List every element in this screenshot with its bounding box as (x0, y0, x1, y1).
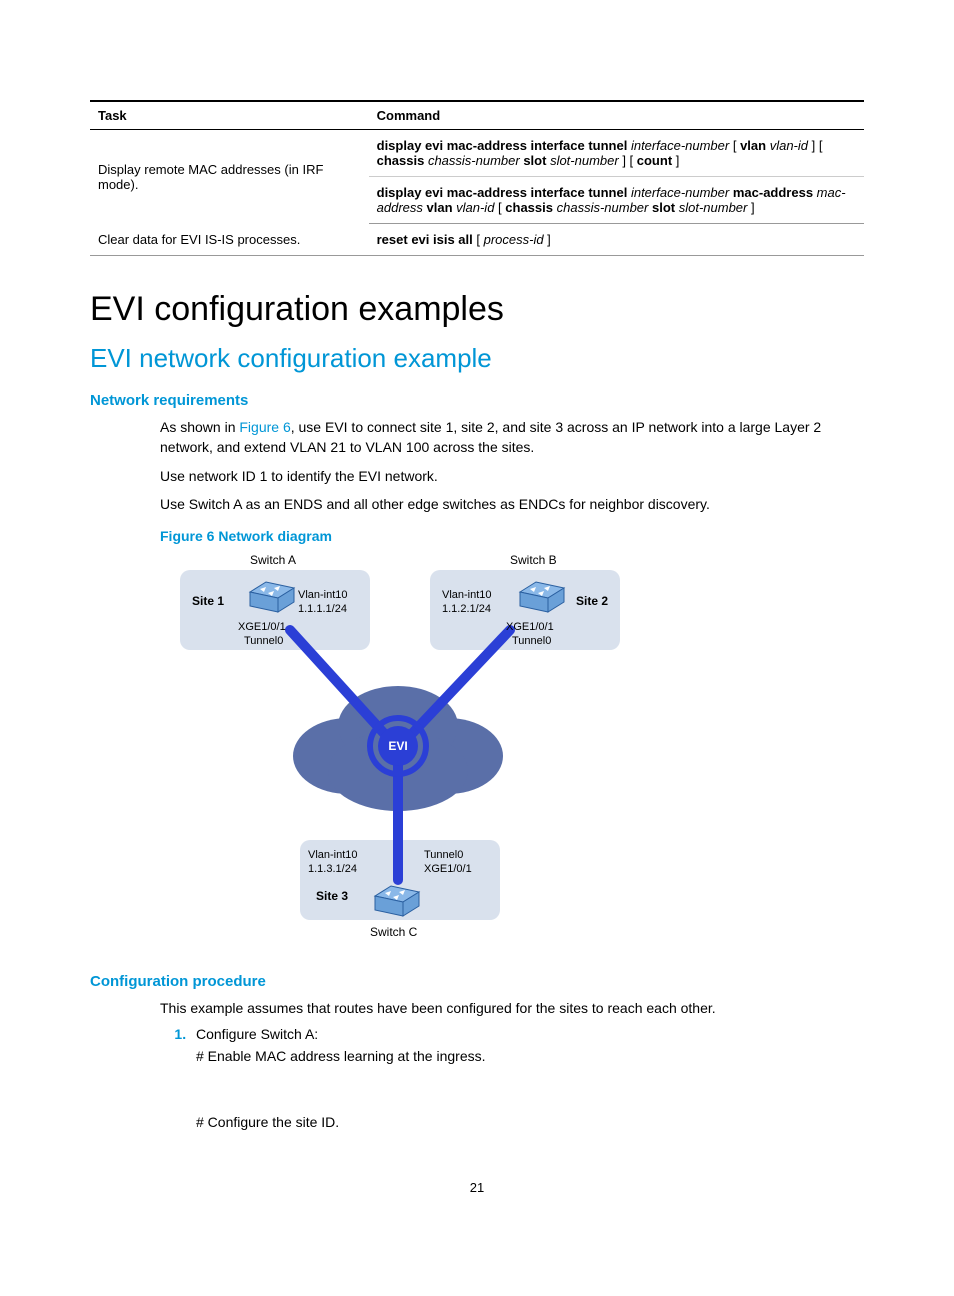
section-heading: Configuration procedure (90, 973, 864, 990)
body-paragraph: Use network ID 1 to identify the EVI net… (160, 466, 864, 486)
svg-text:Vlan-int10: Vlan-int10 (298, 589, 348, 601)
page: Task Command Display remote MAC addresse… (0, 0, 954, 1235)
svg-text:XGE1/0/1: XGE1/0/1 (506, 621, 554, 633)
page-number: 21 (90, 1180, 864, 1195)
command-cell: display evi mac-address interface tunnel… (369, 177, 864, 224)
task-cell: Clear data for EVI IS-IS processes. (90, 224, 369, 256)
text: As shown in (160, 419, 239, 435)
svg-text:Site 3: Site 3 (316, 889, 348, 903)
svg-text:Site 1: Site 1 (192, 594, 224, 608)
substep-text: # Configure the site ID. (196, 1114, 864, 1130)
svg-text:XGE1/0/1: XGE1/0/1 (424, 863, 472, 875)
svg-text:Switch C: Switch C (370, 925, 418, 939)
list-item: Configure Switch A: (190, 1026, 864, 1042)
svg-text:Site 2: Site 2 (576, 594, 608, 608)
svg-text:Switch B: Switch B (510, 553, 557, 567)
diagram-svg: EVI Switch A Site 1 Vlan-int10 1.1.1.1/24 XGE… (180, 550, 620, 950)
figure-reference-link[interactable]: Figure 6 (239, 419, 290, 435)
svg-text:Tunnel0: Tunnel0 (512, 635, 551, 647)
svg-text:1.1.2.1/24: 1.1.2.1/24 (442, 603, 491, 615)
body-paragraph: Use Switch A as an ENDS and all other ed… (160, 494, 864, 514)
table-row: Clear data for EVI IS-IS processes. rese… (90, 224, 864, 256)
command-table: Task Command Display remote MAC addresse… (90, 100, 864, 256)
command-cell: reset evi isis all [ process-id ] (369, 224, 864, 256)
svg-text:Switch A: Switch A (250, 553, 296, 567)
svg-text:Vlan-int10: Vlan-int10 (442, 589, 492, 601)
svg-text:Tunnel0: Tunnel0 (424, 849, 463, 861)
page-title-h1: EVI configuration examples (90, 290, 864, 329)
task-cell: Display remote MAC addresses (in IRF mod… (90, 130, 369, 224)
figure-caption: Figure 6 Network diagram (160, 528, 864, 544)
svg-text:XGE1/0/1: XGE1/0/1 (238, 621, 286, 633)
svg-text:1.1.1.1/24: 1.1.1.1/24 (298, 603, 347, 615)
command-cell: display evi mac-address interface tunnel… (369, 130, 864, 177)
section-title-h2: EVI network configuration example (90, 343, 864, 374)
svg-text:1.1.3.1/24: 1.1.3.1/24 (308, 863, 357, 875)
substep-text: # Enable MAC address learning at the ing… (196, 1048, 864, 1064)
body-paragraph: This example assumes that routes have be… (160, 998, 864, 1018)
network-diagram: EVI Switch A Site 1 Vlan-int10 1.1.1.1/24 XGE… (180, 550, 864, 955)
col-command: Command (369, 101, 864, 130)
svg-text:Tunnel0: Tunnel0 (244, 635, 283, 647)
body-paragraph: As shown in Figure 6, use EVI to connect… (160, 417, 864, 458)
svg-text:Vlan-int10: Vlan-int10 (308, 849, 358, 861)
ordered-steps: Configure Switch A: (160, 1026, 864, 1042)
section-heading: Network requirements (90, 392, 864, 409)
col-task: Task (90, 101, 369, 130)
svg-text:EVI: EVI (388, 739, 407, 753)
table-row: Display remote MAC addresses (in IRF mod… (90, 130, 864, 177)
